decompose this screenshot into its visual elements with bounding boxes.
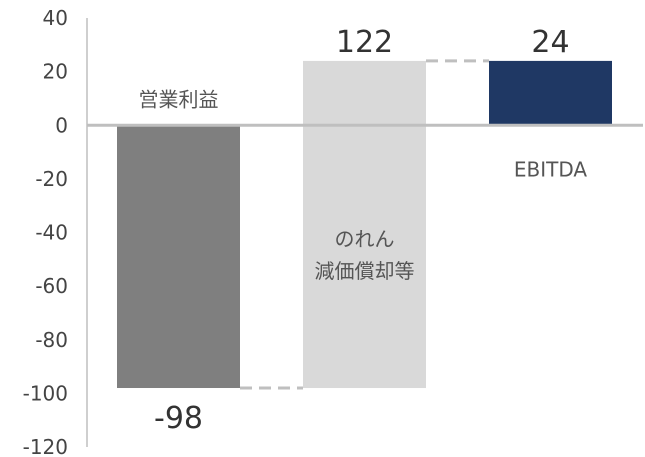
category-label-operating-profit: 営業利益 <box>139 87 219 111</box>
value-label-operating-profit: -98 <box>154 401 203 436</box>
bars <box>117 60 612 389</box>
value-label-ebitda: 24 <box>531 25 569 60</box>
y-axis-ticks: 40 20 0 -20 -40 -60 -80 -100 -120 <box>23 6 68 457</box>
category-label-ebitda: EBITDA <box>514 157 588 181</box>
category-label-goodwill-line2: 減価償却等 <box>315 259 415 283</box>
bar-operating-profit <box>117 125 240 389</box>
y-tick-label: 40 <box>43 6 68 30</box>
bar-goodwill-amortization <box>303 60 426 389</box>
y-tick-label: 20 <box>43 60 68 84</box>
y-tick-label: -80 <box>35 328 68 352</box>
value-label-goodwill: 122 <box>336 25 393 60</box>
y-tick-label: -40 <box>35 221 68 245</box>
y-tick-label: -20 <box>35 167 68 191</box>
bar-ebitda <box>489 60 612 126</box>
y-tick-label: -60 <box>35 274 68 298</box>
connector-lines <box>240 59 489 390</box>
y-tick-label: -100 <box>23 381 68 405</box>
y-tick-label: 0 <box>55 113 68 137</box>
y-tick-label: -120 <box>23 435 68 457</box>
category-label-goodwill-line1: のれん <box>335 227 395 251</box>
